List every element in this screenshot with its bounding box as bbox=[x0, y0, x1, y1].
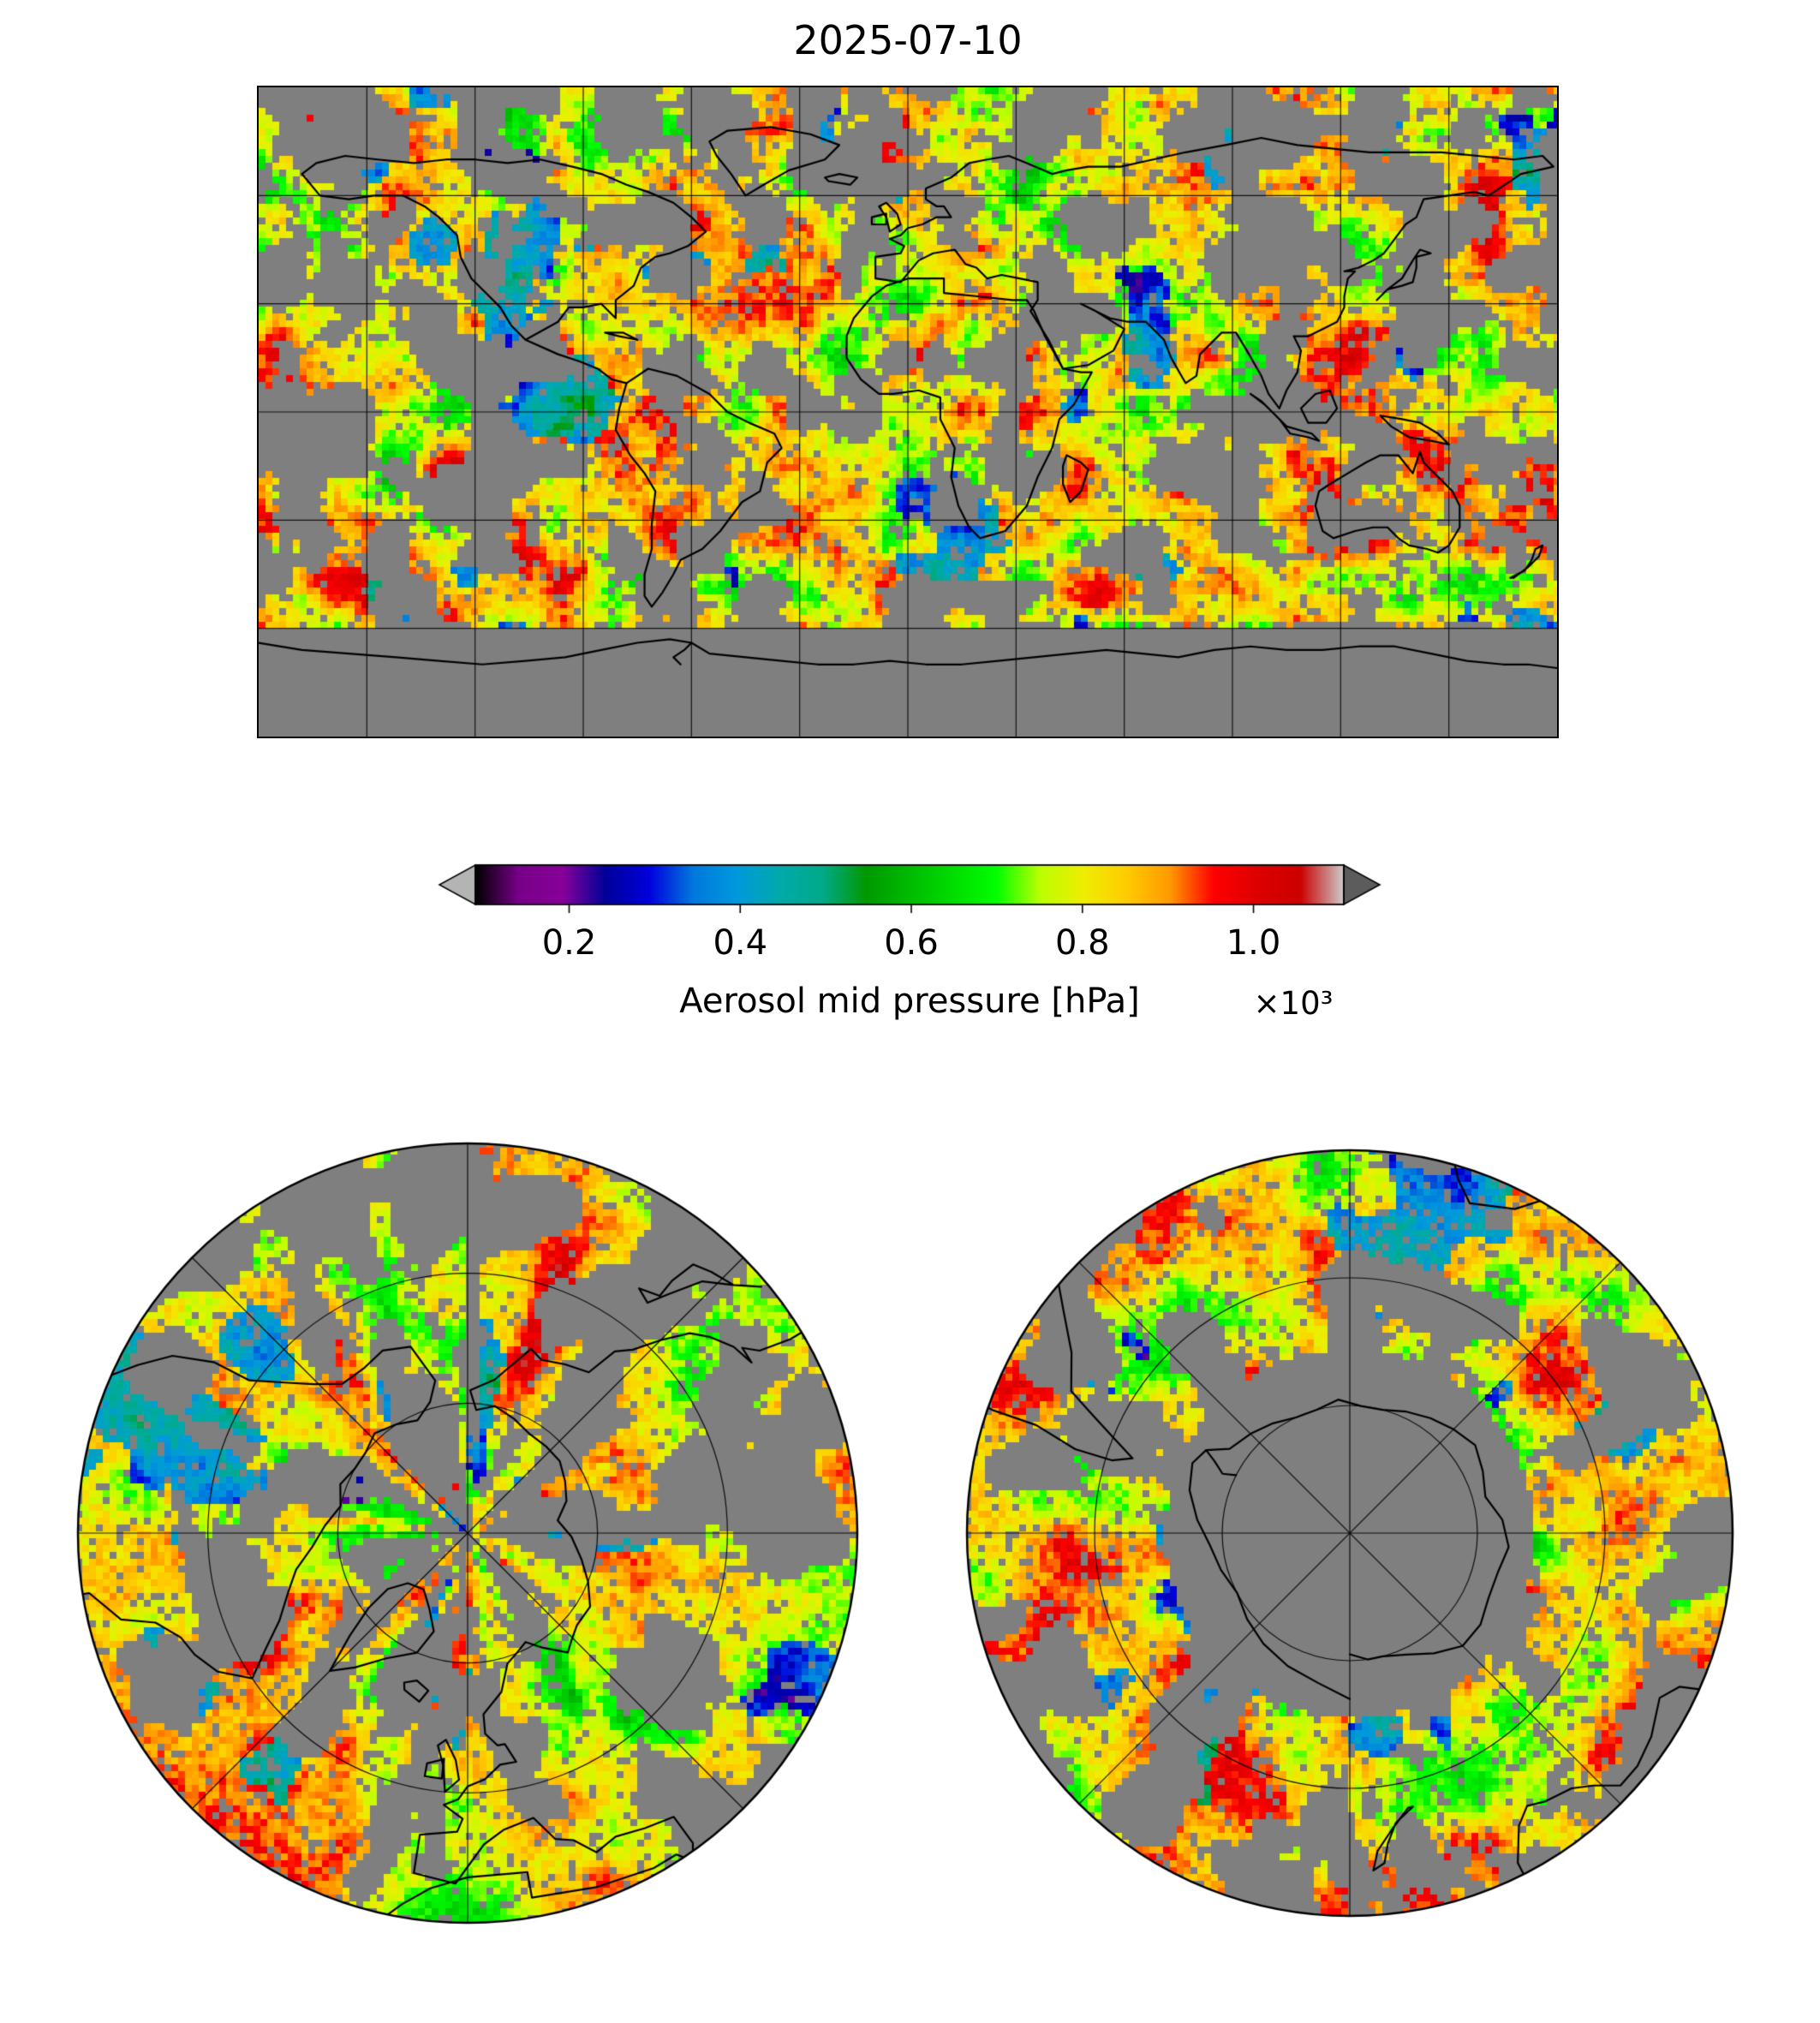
colorbar bbox=[436, 863, 1383, 916]
colorbar-label: Aerosol mid pressure [hPa] bbox=[679, 982, 1140, 1021]
north-polar-panel bbox=[75, 1141, 860, 1925]
south-polar-canvas bbox=[964, 1148, 1735, 1919]
global-map-panel bbox=[257, 86, 1559, 738]
global-map-canvas bbox=[259, 87, 1557, 737]
south-polar-panel bbox=[964, 1148, 1735, 1919]
colorbar-scale-offset: ×10³ bbox=[1253, 985, 1334, 1022]
colorbar-tick-label: 0.4 bbox=[713, 923, 768, 963]
colorbar-tick-label: 0.6 bbox=[884, 923, 939, 963]
colorbar-tick-label: 0.2 bbox=[541, 923, 597, 963]
colorbar-canvas bbox=[436, 863, 1383, 916]
colorbar-tick-label: 1.0 bbox=[1226, 923, 1281, 963]
colorbar-tick-label: 0.8 bbox=[1054, 923, 1110, 963]
north-polar-canvas bbox=[75, 1141, 860, 1925]
colorbar-ticks: 0.2 0.4 0.6 0.8 1.0 bbox=[0, 923, 1820, 966]
figure-title: 2025-07-10 bbox=[793, 17, 1023, 63]
